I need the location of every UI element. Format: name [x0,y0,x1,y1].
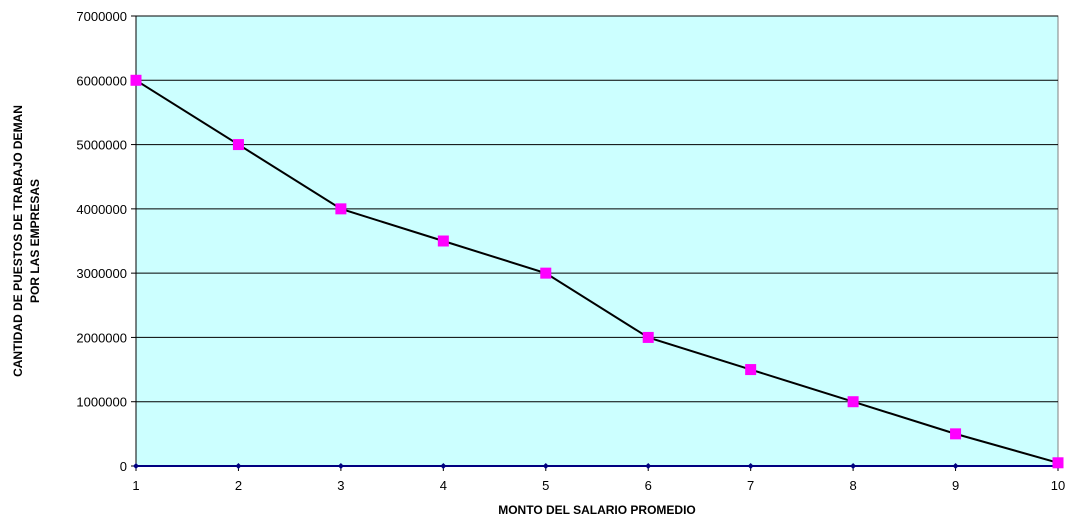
data-point [850,463,857,469]
y-tick-label: 1000000 [76,395,127,410]
x-tick-label: 6 [645,478,652,493]
data-point [232,139,244,151]
y-tick-label: 0 [120,459,127,474]
data-point [335,203,347,215]
series-layer [130,74,1064,469]
y-tick-label: 6000000 [76,73,127,88]
x-tick-label: 1 [132,478,139,493]
series-line [135,79,1059,464]
y-tick-label: 2000000 [76,330,127,345]
y-axis-title-line-2: POR LAS EMPRESAS [28,179,42,303]
x-axis-ticks: 1 2 3 4 5 6 7 8 9 10 [132,466,1065,493]
data-point [133,463,139,469]
data-point [745,364,757,376]
data-point [952,463,959,469]
y-axis-title-line-1: CANTIDAD DE PUESTOS DE TRABAJO DEMAN [11,105,25,377]
data-point [235,463,242,469]
data-point [437,235,449,247]
x-axis-title: MONTO DEL SALARIO PROMEDIO [498,503,696,517]
data-point [1052,457,1064,469]
y-tick-label: 4000000 [76,202,127,217]
data-point [542,463,549,469]
data-point [950,428,962,440]
x-tick-label: 5 [542,478,549,493]
plot-area [135,15,1059,467]
x-tick-label: 4 [440,478,447,493]
y-axis-ticks: 0 1000000 2000000 3000000 4000000 5000000 6000… [76,9,136,474]
x-tick-label: 8 [849,478,856,493]
data-point [540,267,552,279]
data-point [645,463,652,469]
data-point [642,331,654,343]
data-point [747,463,754,469]
data-point [440,463,447,469]
x-tick-label: 3 [337,478,344,493]
y-tick-label: 7000000 [76,9,127,24]
y-axis-title: CANTIDAD DE PUESTOS DE TRABAJO DEMAN POR… [11,105,42,377]
y-tick-label: 5000000 [76,138,127,153]
data-point [130,74,142,86]
data-point [337,463,344,469]
y-tick-label: 3000000 [76,266,127,281]
x-tick-label: 2 [235,478,242,493]
x-tick-label: 7 [747,478,754,493]
x-tick-label: 10 [1051,478,1065,493]
data-point [847,396,859,408]
x-tick-label: 9 [952,478,959,493]
